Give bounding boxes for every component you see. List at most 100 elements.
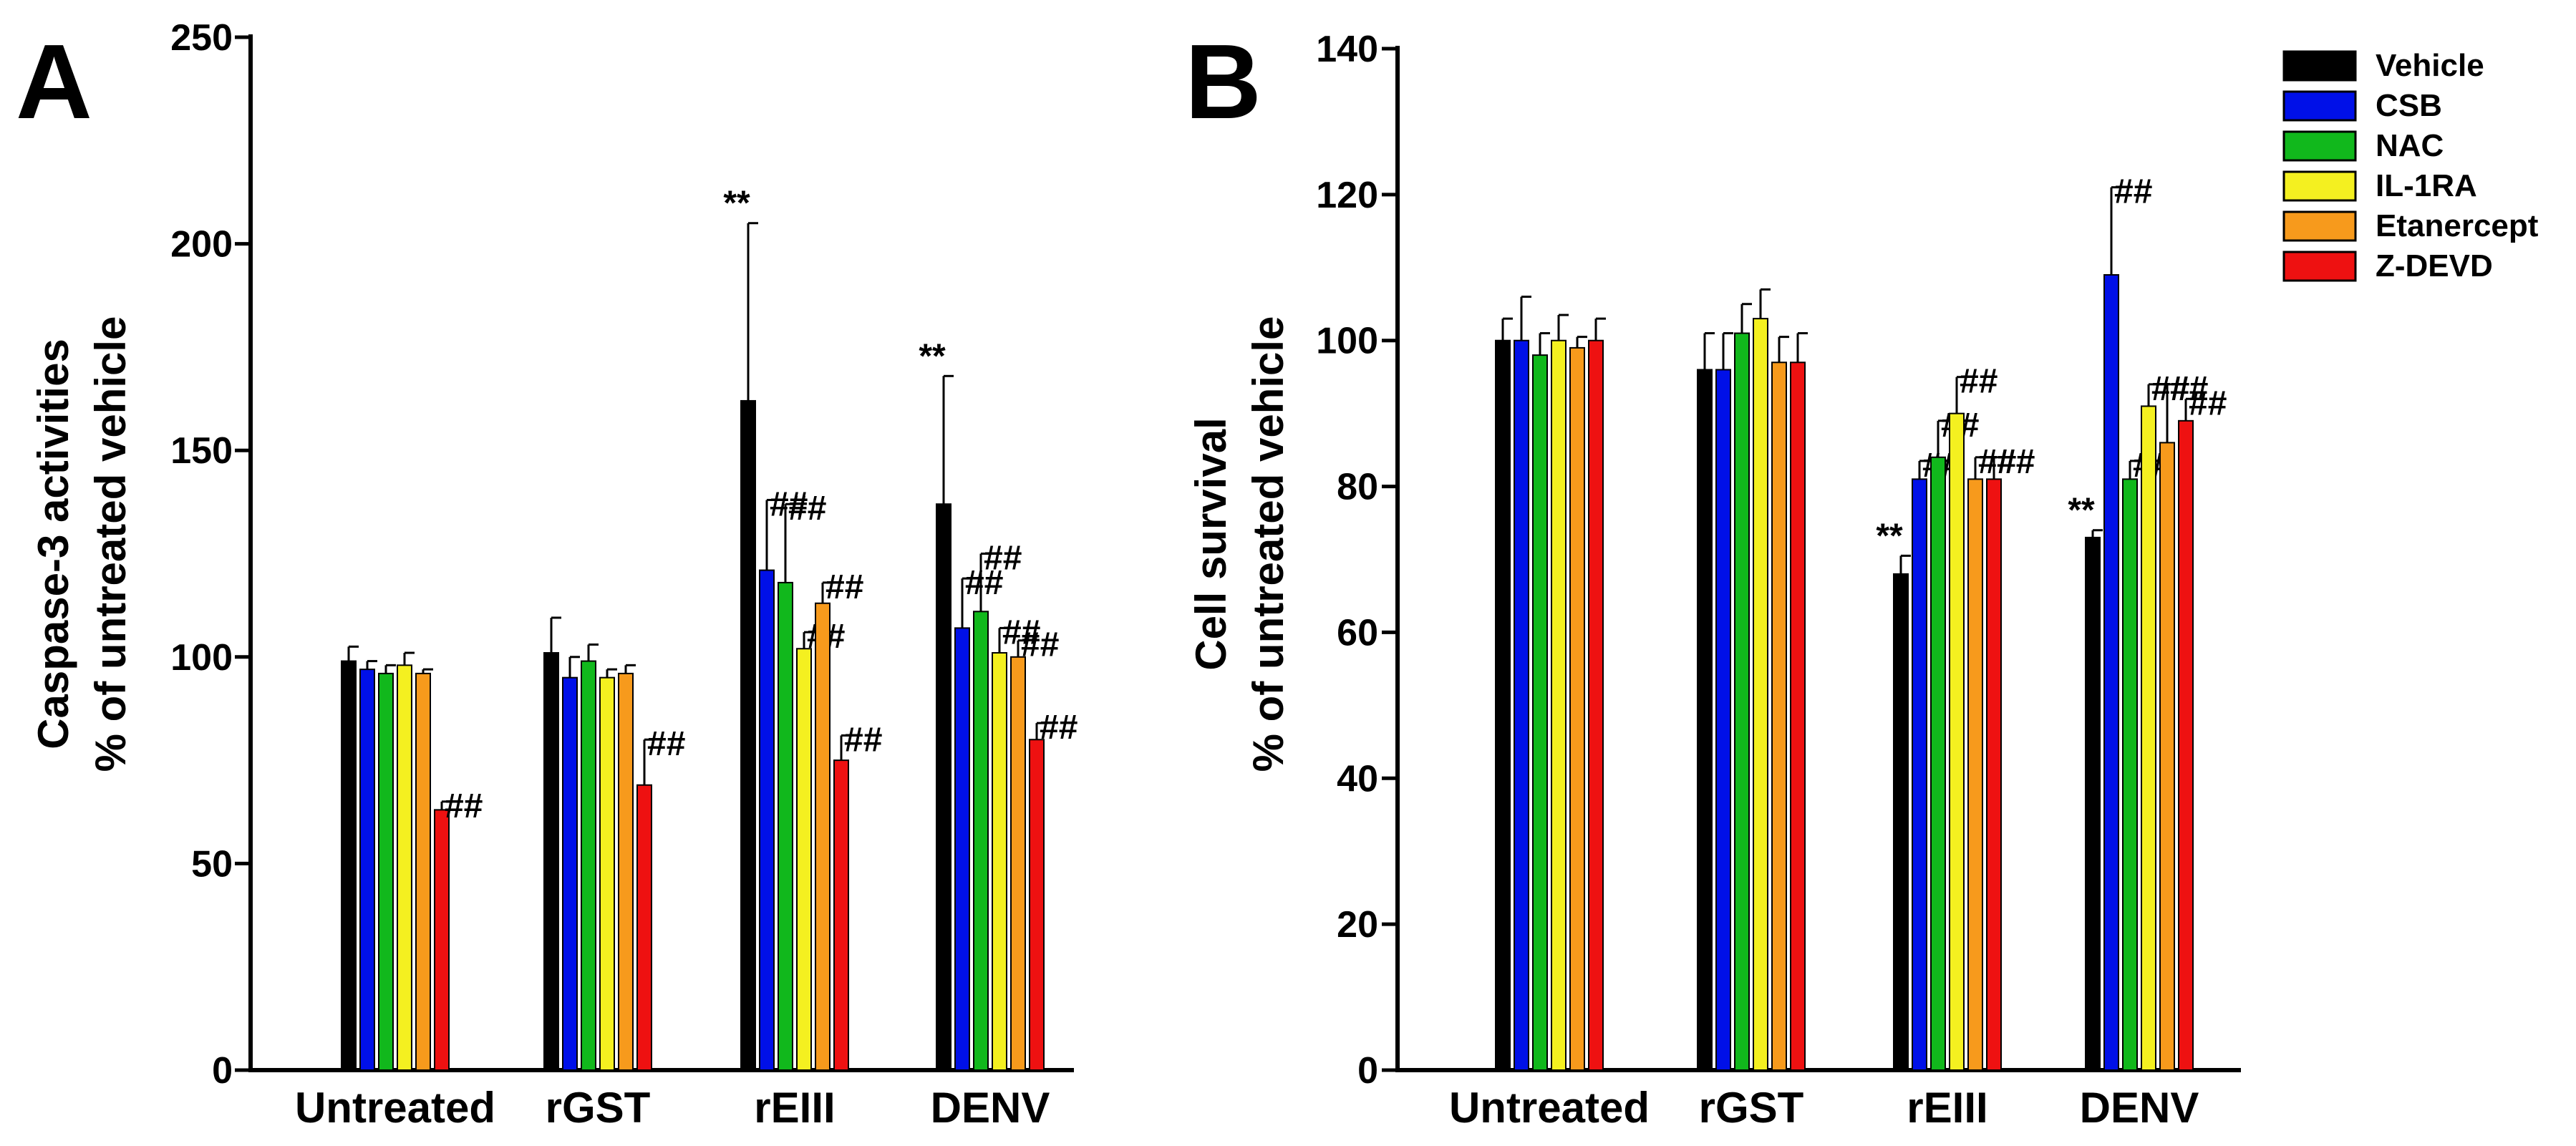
significance-label: ##: [788, 490, 826, 528]
bar: [936, 503, 952, 1071]
y-tick-label: 250: [170, 17, 233, 59]
y-tick-label: 120: [1316, 175, 1378, 216]
bar: [1893, 573, 1909, 1071]
bar: [2085, 536, 2101, 1071]
x-category-label: rEIII: [754, 1084, 835, 1132]
x-category-label: rGST: [1699, 1084, 1804, 1132]
bar: [599, 676, 615, 1071]
y-tick-label: 100: [1316, 321, 1378, 362]
bar: [973, 611, 989, 1071]
x-category-label: rEIII: [1907, 1084, 1987, 1132]
significance-label: **: [1876, 517, 1903, 555]
legend-swatch: [2282, 90, 2357, 122]
bar: [833, 759, 849, 1071]
bar: [1029, 739, 1045, 1071]
bar: [1697, 369, 1713, 1071]
y-tick-label: 20: [1337, 904, 1378, 946]
y-tick-label: 50: [191, 843, 233, 885]
y-axis-label-line2: % of untreated vehicle: [1244, 316, 1292, 772]
x-category-label: DENV: [931, 1084, 1050, 1132]
bar: [2122, 478, 2138, 1071]
bar: [543, 652, 559, 1071]
y-tick-label: 140: [1316, 29, 1378, 70]
bar: [1551, 339, 1567, 1071]
significance-label: **: [919, 337, 946, 375]
panel-letter: A: [16, 23, 92, 141]
bar: [796, 648, 812, 1071]
bar: [1010, 656, 1026, 1071]
bar: [618, 672, 634, 1071]
significance-label: ##: [825, 568, 863, 606]
panel-letter: B: [1185, 23, 1262, 141]
bar: [378, 672, 394, 1071]
legend-label: CSB: [2376, 88, 2442, 123]
significance-label: ##: [844, 721, 882, 759]
bar: [397, 664, 412, 1071]
bar: [1495, 339, 1511, 1071]
legend-swatch: [2282, 50, 2357, 82]
y-tick-label: 60: [1337, 612, 1378, 654]
panel-b-chart: B 0 20 40 60 80 100 120 140 Cell survival% of unt…: [1185, 23, 2241, 1132]
bar: [954, 627, 970, 1071]
bar: [759, 569, 775, 1071]
significance-label: ##: [1021, 626, 1059, 664]
significance-label: ##: [1997, 443, 2035, 481]
significance-label: ##: [1960, 363, 1998, 401]
bar: [2159, 442, 2175, 1071]
significance-label: ##: [1978, 443, 2016, 481]
bar: [1986, 478, 2002, 1071]
significance-label: ##: [965, 564, 1003, 602]
significance-label: ##: [445, 787, 483, 825]
bar: [1715, 369, 1731, 1071]
bar: [434, 809, 450, 1071]
y-tick-label: 200: [170, 224, 233, 266]
y-tick-label: 100: [170, 637, 233, 679]
bar: [992, 652, 1007, 1071]
bar: [1912, 478, 1927, 1071]
bar: [1753, 318, 1768, 1071]
bar: [815, 602, 831, 1071]
y-axis-label-line2: % of untreated vehicle: [87, 316, 135, 772]
bar: [778, 581, 793, 1071]
bar: [1949, 412, 1965, 1071]
significance-label: ##: [984, 540, 1022, 578]
significance-label: ##: [647, 725, 685, 763]
y-axis-label-line1: Cell survival: [1187, 417, 1235, 671]
y-tick-label: 80: [1337, 467, 1378, 508]
bar: [1569, 346, 1585, 1071]
legend-label: Etanercept: [2376, 208, 2539, 243]
significance-label: **: [723, 185, 750, 223]
bar: [1514, 339, 1529, 1071]
bar: [1930, 456, 1946, 1071]
bar: [1588, 339, 1604, 1071]
x-category-label: Untreated: [1449, 1084, 1650, 1132]
y-tick-label: 40: [1337, 758, 1378, 800]
panel-a-chart: A 0 50 100 150 200 250 Caspase-3 activities% of…: [16, 17, 1078, 1132]
bar: [1734, 332, 1750, 1071]
bar: [636, 784, 652, 1072]
y-tick-label: 150: [170, 430, 233, 472]
bar: [359, 669, 375, 1071]
bar: [1967, 478, 1983, 1071]
legend-label: Z-DEVD: [2376, 248, 2493, 283]
legend-label: NAC: [2376, 128, 2444, 163]
legend-swatch: [2282, 251, 2357, 282]
bar: [341, 660, 357, 1071]
bar: [562, 676, 578, 1071]
bar: [1532, 354, 1548, 1072]
x-category-label: rGST: [546, 1084, 651, 1132]
x-category-label: DENV: [2080, 1084, 2199, 1132]
significance-label: ##: [2151, 370, 2189, 408]
bar: [415, 672, 431, 1071]
bar: [2178, 419, 2194, 1071]
x-category-label: Untreated: [295, 1084, 495, 1132]
significance-label: ##: [1002, 613, 1040, 651]
y-axis-label-line1: Caspase-3 activities: [29, 339, 77, 749]
significance-label: ##: [2189, 384, 2227, 422]
bar: [1790, 361, 1806, 1071]
legend: Vehicle CSB NAC IL-1RA Etanercept Z-DEVD: [2282, 48, 2539, 283]
bar: [2141, 405, 2156, 1071]
bar: [1771, 361, 1787, 1071]
bar: [740, 399, 756, 1071]
